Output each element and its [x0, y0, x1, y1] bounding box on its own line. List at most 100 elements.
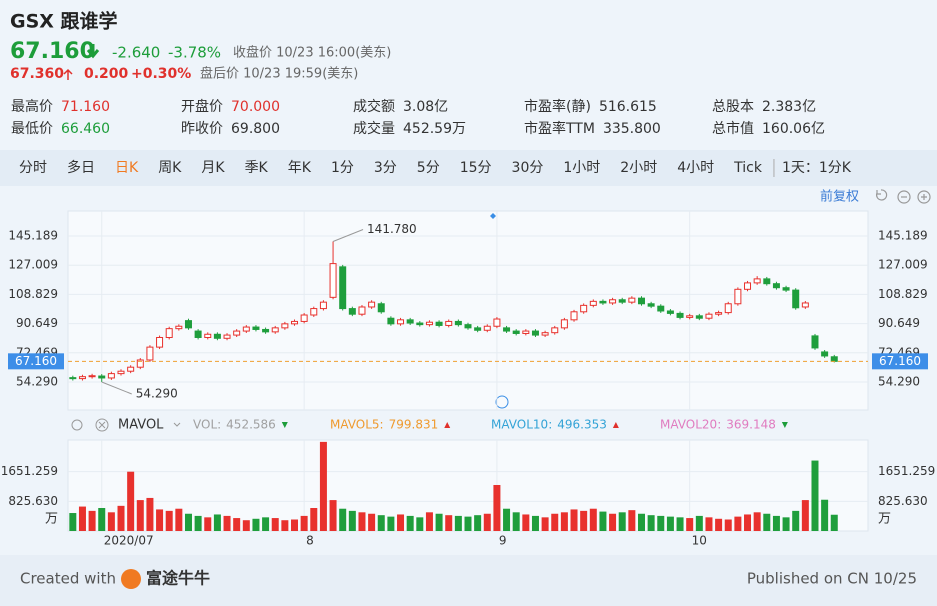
volume-bar: [291, 519, 299, 531]
change: -2.640: [112, 44, 160, 62]
volume-bar: [589, 508, 597, 531]
volume-bar: [397, 514, 405, 531]
candle: [647, 301, 655, 309]
candle-body: [310, 308, 318, 316]
candle-body: [618, 299, 626, 303]
candle: [194, 329, 202, 340]
tab[interactable]: 15分: [460, 160, 492, 176]
candle: [88, 373, 96, 379]
candle-body: [531, 330, 539, 336]
candle-body: [522, 330, 530, 334]
x-tick-label: 8: [306, 534, 314, 548]
stat-value: 452.59万: [403, 121, 466, 137]
volume-bar: [194, 515, 202, 531]
candle: [435, 320, 443, 328]
tab[interactable]: 4小时: [677, 160, 714, 176]
candle: [705, 312, 713, 321]
candle: [156, 335, 164, 350]
candle: [792, 288, 800, 310]
tab[interactable]: 多日: [67, 159, 95, 176]
volume-bar: [136, 500, 144, 531]
candle-body: [348, 308, 356, 315]
volume-bar: [792, 510, 800, 531]
candle: [772, 281, 780, 290]
annotation: 54.290: [136, 386, 178, 400]
candle-body: [801, 302, 809, 308]
adjust-link[interactable]: 前复权: [820, 189, 859, 205]
candle: [406, 317, 414, 325]
volume-bar: [512, 512, 520, 531]
tab[interactable]: 1小时: [563, 160, 600, 176]
candle: [252, 325, 260, 332]
volume-bar: [686, 518, 694, 531]
tab[interactable]: 1天：1分K: [782, 160, 852, 176]
tab[interactable]: 2小时: [620, 160, 657, 176]
indicator-trend: [612, 422, 619, 428]
tab[interactable]: 5分: [417, 160, 440, 176]
candle-body: [184, 320, 192, 329]
tab[interactable]: 1分: [331, 160, 354, 176]
stat-label: 市盈率TTM: [524, 120, 595, 137]
volume-bar: [271, 518, 279, 531]
candle-body: [416, 322, 424, 326]
candle: [454, 319, 462, 327]
volume-bar: [503, 508, 511, 531]
x-tick-label: 2020/07: [104, 534, 154, 548]
y-tick-label-right: 1651.259: [878, 464, 935, 478]
candle-body: [425, 321, 433, 326]
tab[interactable]: 日K: [115, 160, 139, 176]
candle: [98, 374, 106, 382]
volume-bar: [368, 513, 376, 531]
candle-body: [406, 319, 414, 324]
tab[interactable]: Tick: [733, 160, 763, 176]
volume-bar: [88, 510, 96, 531]
candle: [213, 332, 221, 341]
candle-body: [753, 278, 761, 284]
volume-bar: [734, 516, 742, 531]
tab[interactable]: 月K: [201, 160, 225, 176]
volume-bar: [329, 500, 337, 531]
candle: [300, 313, 308, 324]
volume-bar: [647, 515, 655, 531]
candle-body: [175, 325, 183, 330]
volume-bar: [184, 513, 192, 531]
tab[interactable]: 3分: [374, 160, 397, 176]
candle: [271, 325, 279, 334]
indicator-value: 369.148: [726, 418, 776, 432]
volume-bar: [474, 515, 482, 531]
candle-body: [146, 346, 154, 361]
volume-bar: [772, 515, 780, 531]
tab[interactable]: 周K: [158, 160, 182, 176]
candle-body: [666, 310, 674, 314]
candle-body: [271, 327, 279, 333]
y-tick-label-right: 145.189: [878, 229, 928, 243]
candle: [184, 318, 192, 330]
candle-body: [319, 301, 327, 310]
stat-value: 516.615: [599, 99, 657, 115]
candle: [580, 303, 588, 314]
stat-label: 最高价: [11, 98, 53, 115]
volume-bar: [281, 520, 289, 531]
zoom-icons[interactable]: [876, 189, 931, 204]
volume-bar: [483, 513, 491, 531]
stat-value: 2.383亿: [762, 99, 816, 115]
volume-bar: [310, 507, 318, 531]
after-note: 盘后价 10/23 19:59(美东): [200, 66, 358, 82]
tab[interactable]: 季K: [245, 160, 269, 176]
stat-label: 市盈率(静): [524, 98, 591, 115]
event-marker: [490, 213, 496, 219]
candle-body: [368, 301, 376, 308]
candle: [127, 365, 135, 374]
candle-body: [300, 314, 308, 322]
stat-label: 总股本: [712, 99, 754, 115]
candle-body: [69, 377, 77, 380]
tab[interactable]: 30分: [512, 160, 544, 176]
volume-bar: [522, 514, 530, 531]
tab[interactable]: 年K: [288, 160, 312, 176]
price-plot: [67, 210, 869, 411]
tab[interactable]: 分时: [19, 160, 47, 176]
footer-published: Published on CN 10/25: [747, 570, 917, 588]
stat-label: 开盘价: [181, 98, 223, 115]
candle-body: [830, 356, 838, 362]
vol-icons[interactable]: [71, 418, 181, 432]
